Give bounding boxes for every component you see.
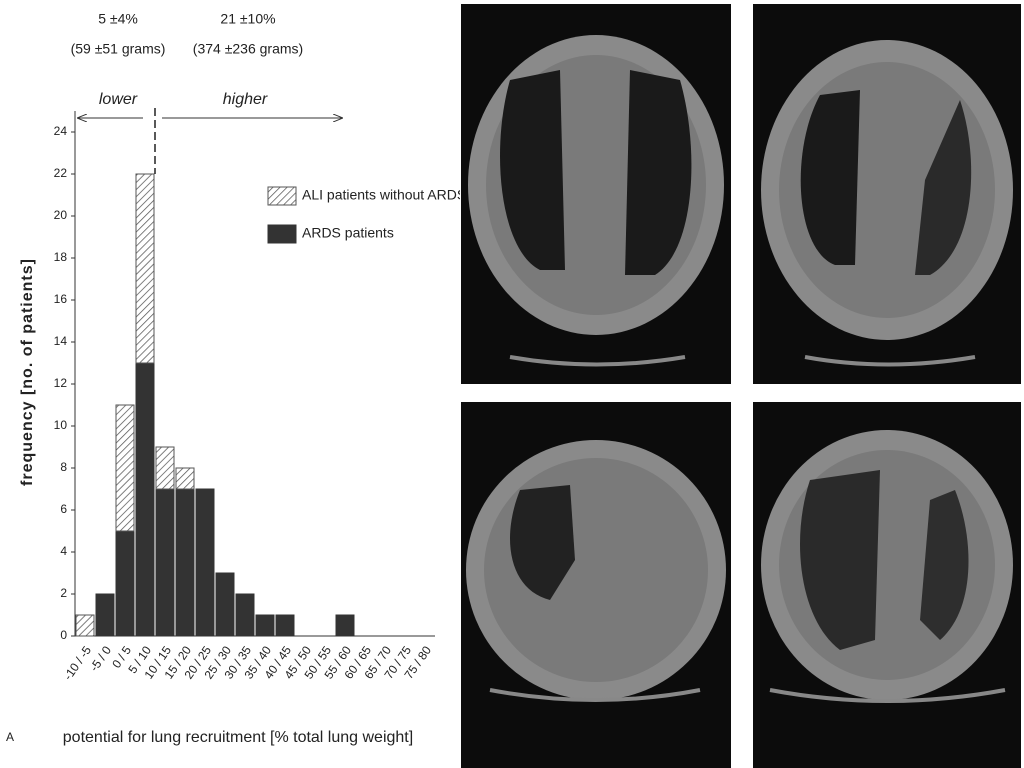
legend-label: ALI patients without ARDS [302,187,460,203]
bar [175,467,195,490]
bar [135,173,155,364]
x-tick-label: -5 / 0 [87,643,114,674]
y-tick-label: 4 [60,544,67,558]
bar [75,614,95,637]
panel-label: A [6,730,14,744]
y-tick-label: 22 [54,166,68,180]
bar [255,614,275,637]
y-tick-label: 20 [54,208,68,222]
bar [275,614,295,637]
y-tick-label: 10 [54,418,68,432]
bar [115,530,135,637]
annotation: 21 ±10% [220,11,275,27]
y-tick-label: 8 [60,460,67,474]
y-tick-label: 16 [54,292,68,306]
y-tick-label: 6 [60,502,67,516]
y-tick-label: 24 [54,124,68,138]
y-tick-label: 14 [54,334,68,348]
legend-swatch [267,224,297,244]
y-tick-label: 2 [60,586,67,600]
ct-scan [753,4,1021,384]
bar [195,488,215,637]
annotation: (59 ±51 grams) [71,41,166,57]
bar [335,614,355,637]
ct-scan [461,402,731,768]
bar [175,488,195,637]
bar [215,572,235,637]
legend-swatch [267,186,297,206]
y-tick-label: 18 [54,250,68,264]
annotation: higher [223,91,268,108]
annotation: lower [99,91,138,108]
legend-label: ARDS patients [302,225,394,241]
bar [135,362,155,637]
annotation: 5 ±4% [98,11,138,27]
bar [235,593,255,637]
chart: 5 ±4% (59 ±51 grams) 21 ±10% (374 ±236 g… [6,11,460,747]
ct-scan [461,4,731,384]
y-tick-label: 12 [54,376,68,390]
bar [95,593,115,637]
x-axis-label: potential for lung recruitment [% total … [63,729,413,746]
y-tick-label: 0 [60,628,67,642]
annotation: (374 ±236 grams) [193,41,303,57]
ct-scan [753,402,1021,768]
y-axis-label: frequency [no. of patients] [19,258,36,486]
bar [155,446,175,490]
bar [155,488,175,637]
bar [115,404,135,532]
ct-images [461,4,1021,768]
